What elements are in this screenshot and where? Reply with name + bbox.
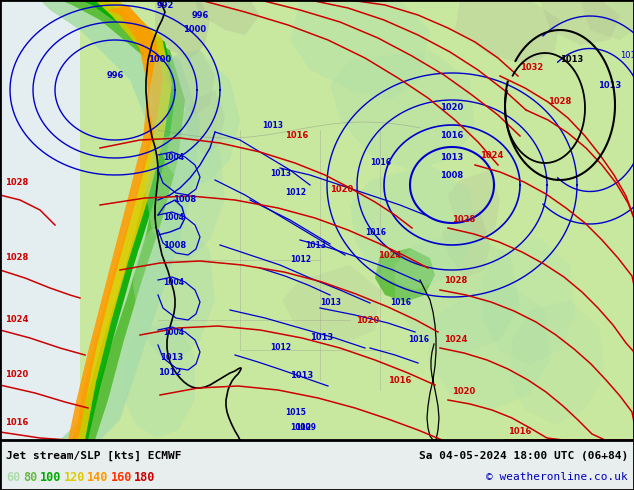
Text: 1024: 1024 — [378, 251, 401, 260]
Polygon shape — [68, 5, 163, 440]
Polygon shape — [40, 0, 200, 440]
Text: 1000: 1000 — [183, 25, 207, 34]
Text: © weatheronline.co.uk: © weatheronline.co.uk — [486, 472, 628, 482]
Text: 120: 120 — [63, 470, 85, 484]
Text: 1016: 1016 — [365, 228, 386, 237]
Text: 100: 100 — [40, 470, 61, 484]
Polygon shape — [74, 0, 172, 440]
Text: 1020: 1020 — [441, 103, 463, 113]
Polygon shape — [428, 285, 550, 410]
Text: Sa 04-05-2024 18:00 UTC (06+84): Sa 04-05-2024 18:00 UTC (06+84) — [418, 451, 628, 461]
Text: 1013: 1013 — [598, 81, 621, 90]
Polygon shape — [540, 0, 620, 45]
Polygon shape — [580, 0, 634, 40]
Text: 1016: 1016 — [388, 376, 411, 385]
Text: 1013: 1013 — [270, 169, 291, 178]
Polygon shape — [165, 50, 215, 115]
Text: 1016: 1016 — [370, 158, 391, 167]
Text: 140: 140 — [87, 470, 108, 484]
Text: 1020: 1020 — [356, 316, 379, 325]
Text: 1012: 1012 — [290, 255, 311, 264]
Text: 1020: 1020 — [5, 370, 29, 379]
Text: 1013: 1013 — [320, 298, 341, 307]
Polygon shape — [145, 130, 225, 260]
Polygon shape — [155, 0, 210, 60]
Text: 1009: 1009 — [295, 423, 316, 432]
Polygon shape — [195, 0, 260, 35]
Text: 180: 180 — [134, 470, 155, 484]
Polygon shape — [350, 165, 475, 290]
Polygon shape — [148, 50, 240, 190]
Polygon shape — [395, 230, 520, 355]
Text: 996: 996 — [107, 71, 124, 79]
Polygon shape — [182, 90, 225, 155]
Text: 101: 101 — [620, 51, 634, 60]
Text: 1013: 1013 — [560, 55, 583, 64]
Text: 1013: 1013 — [290, 371, 313, 380]
Polygon shape — [448, 170, 500, 240]
Polygon shape — [73, 0, 176, 440]
Polygon shape — [375, 248, 435, 302]
Text: 1016: 1016 — [508, 427, 531, 436]
Text: 1004: 1004 — [163, 153, 184, 162]
Polygon shape — [482, 238, 575, 365]
Text: 1000: 1000 — [148, 55, 172, 65]
Polygon shape — [510, 300, 605, 425]
Text: 1016: 1016 — [5, 418, 29, 427]
Text: 1028: 1028 — [315, 0, 339, 2]
Text: 1024: 1024 — [5, 315, 29, 324]
Text: 60: 60 — [6, 470, 20, 484]
Text: 1012: 1012 — [285, 188, 306, 197]
Text: 1008: 1008 — [441, 171, 463, 179]
Text: 1013: 1013 — [305, 241, 326, 250]
Polygon shape — [60, 0, 185, 440]
Text: 1008: 1008 — [173, 195, 196, 204]
Text: 1013: 1013 — [262, 121, 283, 130]
Polygon shape — [282, 265, 380, 345]
Polygon shape — [290, 0, 430, 100]
Polygon shape — [330, 50, 475, 170]
Text: 1012: 1012 — [290, 423, 311, 432]
Text: 992: 992 — [157, 1, 174, 10]
Text: 1008: 1008 — [163, 241, 186, 250]
Text: 996: 996 — [191, 11, 209, 20]
Text: 1024: 1024 — [444, 335, 467, 344]
Text: 1028: 1028 — [5, 253, 29, 262]
Text: 1015: 1015 — [285, 408, 306, 417]
Polygon shape — [442, 210, 490, 278]
Text: 80: 80 — [23, 470, 37, 484]
Text: 1016: 1016 — [390, 298, 411, 307]
Text: 1028: 1028 — [452, 215, 476, 224]
Text: 1016: 1016 — [440, 130, 463, 140]
Text: 1004: 1004 — [163, 213, 184, 222]
Text: 1004: 1004 — [163, 328, 184, 337]
Polygon shape — [133, 220, 215, 360]
Text: 1020: 1020 — [205, 0, 228, 2]
Text: 1012: 1012 — [158, 368, 181, 377]
Polygon shape — [0, 0, 80, 440]
Text: 1032: 1032 — [520, 63, 543, 72]
Text: 1028: 1028 — [548, 97, 571, 106]
Polygon shape — [455, 0, 560, 65]
Text: 1032: 1032 — [360, 0, 383, 2]
Text: Jet stream/SLP [kts] ECMWF: Jet stream/SLP [kts] ECMWF — [6, 451, 181, 461]
Text: 1004: 1004 — [163, 278, 184, 287]
Text: 1020: 1020 — [452, 387, 476, 396]
Polygon shape — [122, 320, 195, 438]
Text: 1012: 1012 — [270, 343, 291, 352]
Text: 1028: 1028 — [444, 276, 467, 285]
Text: 1013: 1013 — [441, 153, 463, 163]
Text: 160: 160 — [110, 470, 132, 484]
Text: 1024: 1024 — [480, 151, 503, 160]
Text: 1013: 1013 — [160, 353, 183, 362]
Text: 1024: 1024 — [265, 0, 288, 2]
Text: 1028: 1028 — [5, 178, 29, 187]
Text: 1016: 1016 — [285, 131, 308, 140]
Text: 1016: 1016 — [408, 335, 429, 344]
Text: 1013: 1013 — [310, 333, 333, 342]
Text: 1020: 1020 — [330, 185, 353, 194]
